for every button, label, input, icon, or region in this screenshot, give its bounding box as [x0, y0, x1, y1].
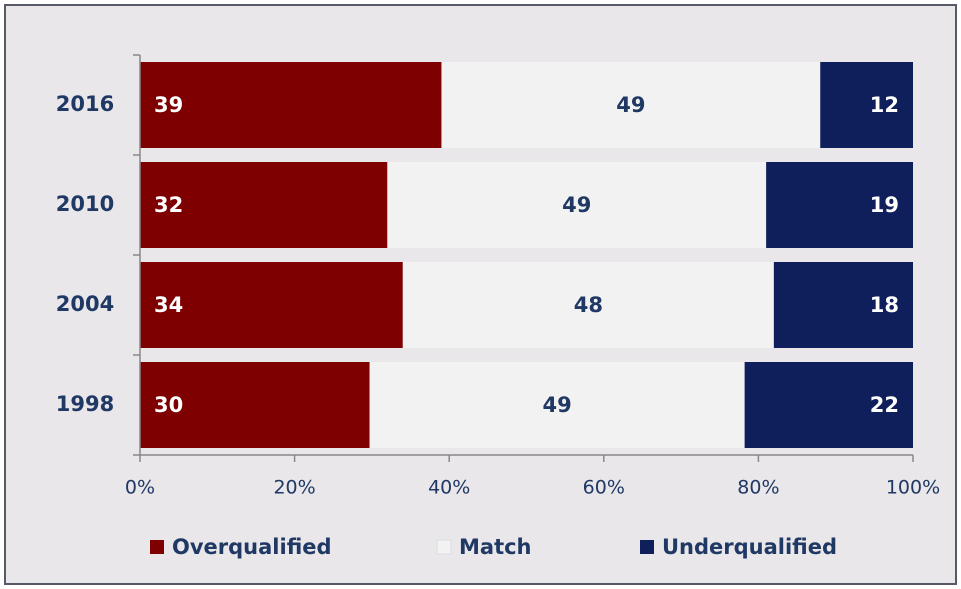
- legend-swatch: [436, 539, 452, 555]
- legend-label: Overqualified: [172, 535, 332, 559]
- x-tick-label: 80%: [737, 477, 779, 499]
- data-label: 22: [870, 393, 899, 417]
- x-tick-label: 100%: [886, 477, 940, 499]
- y-tick-label: 2004: [56, 292, 114, 316]
- bar-segment: [387, 162, 767, 248]
- bar-segment: [140, 262, 403, 348]
- bar-segment: [140, 162, 388, 248]
- bar-segment: [369, 362, 745, 448]
- legend-label: Underqualified: [662, 535, 837, 559]
- data-label: 49: [616, 93, 645, 117]
- legend-swatch: [150, 540, 164, 554]
- y-tick-label: 2010: [56, 192, 114, 216]
- data-label: 34: [154, 293, 183, 317]
- y-tick-label: 1998: [56, 392, 114, 416]
- x-tick-label: 40%: [428, 477, 470, 499]
- data-label: 49: [562, 193, 591, 217]
- bar-segment: [140, 362, 370, 448]
- legend-label: Match: [459, 535, 532, 559]
- data-label: 12: [870, 93, 899, 117]
- data-label: 32: [154, 193, 183, 217]
- bar-segment: [402, 262, 774, 348]
- data-label: 19: [870, 193, 899, 217]
- bar-segment: [441, 62, 821, 148]
- x-tick-label: 20%: [273, 477, 315, 499]
- y-tick-label: 2016: [56, 92, 114, 116]
- bar-segment: [744, 362, 913, 448]
- x-tick-label: 0%: [125, 477, 155, 499]
- data-label: 30: [154, 393, 183, 417]
- bar-segment: [766, 162, 913, 248]
- bar-segment: [820, 62, 913, 148]
- x-tick-label: 60%: [583, 477, 625, 499]
- data-label: 18: [870, 293, 899, 317]
- data-label: 39: [154, 93, 183, 117]
- bar-segment: [140, 62, 442, 148]
- bar-segment: [773, 262, 913, 348]
- data-label: 48: [574, 293, 603, 317]
- data-label: 49: [542, 393, 571, 417]
- legend-swatch: [640, 540, 654, 554]
